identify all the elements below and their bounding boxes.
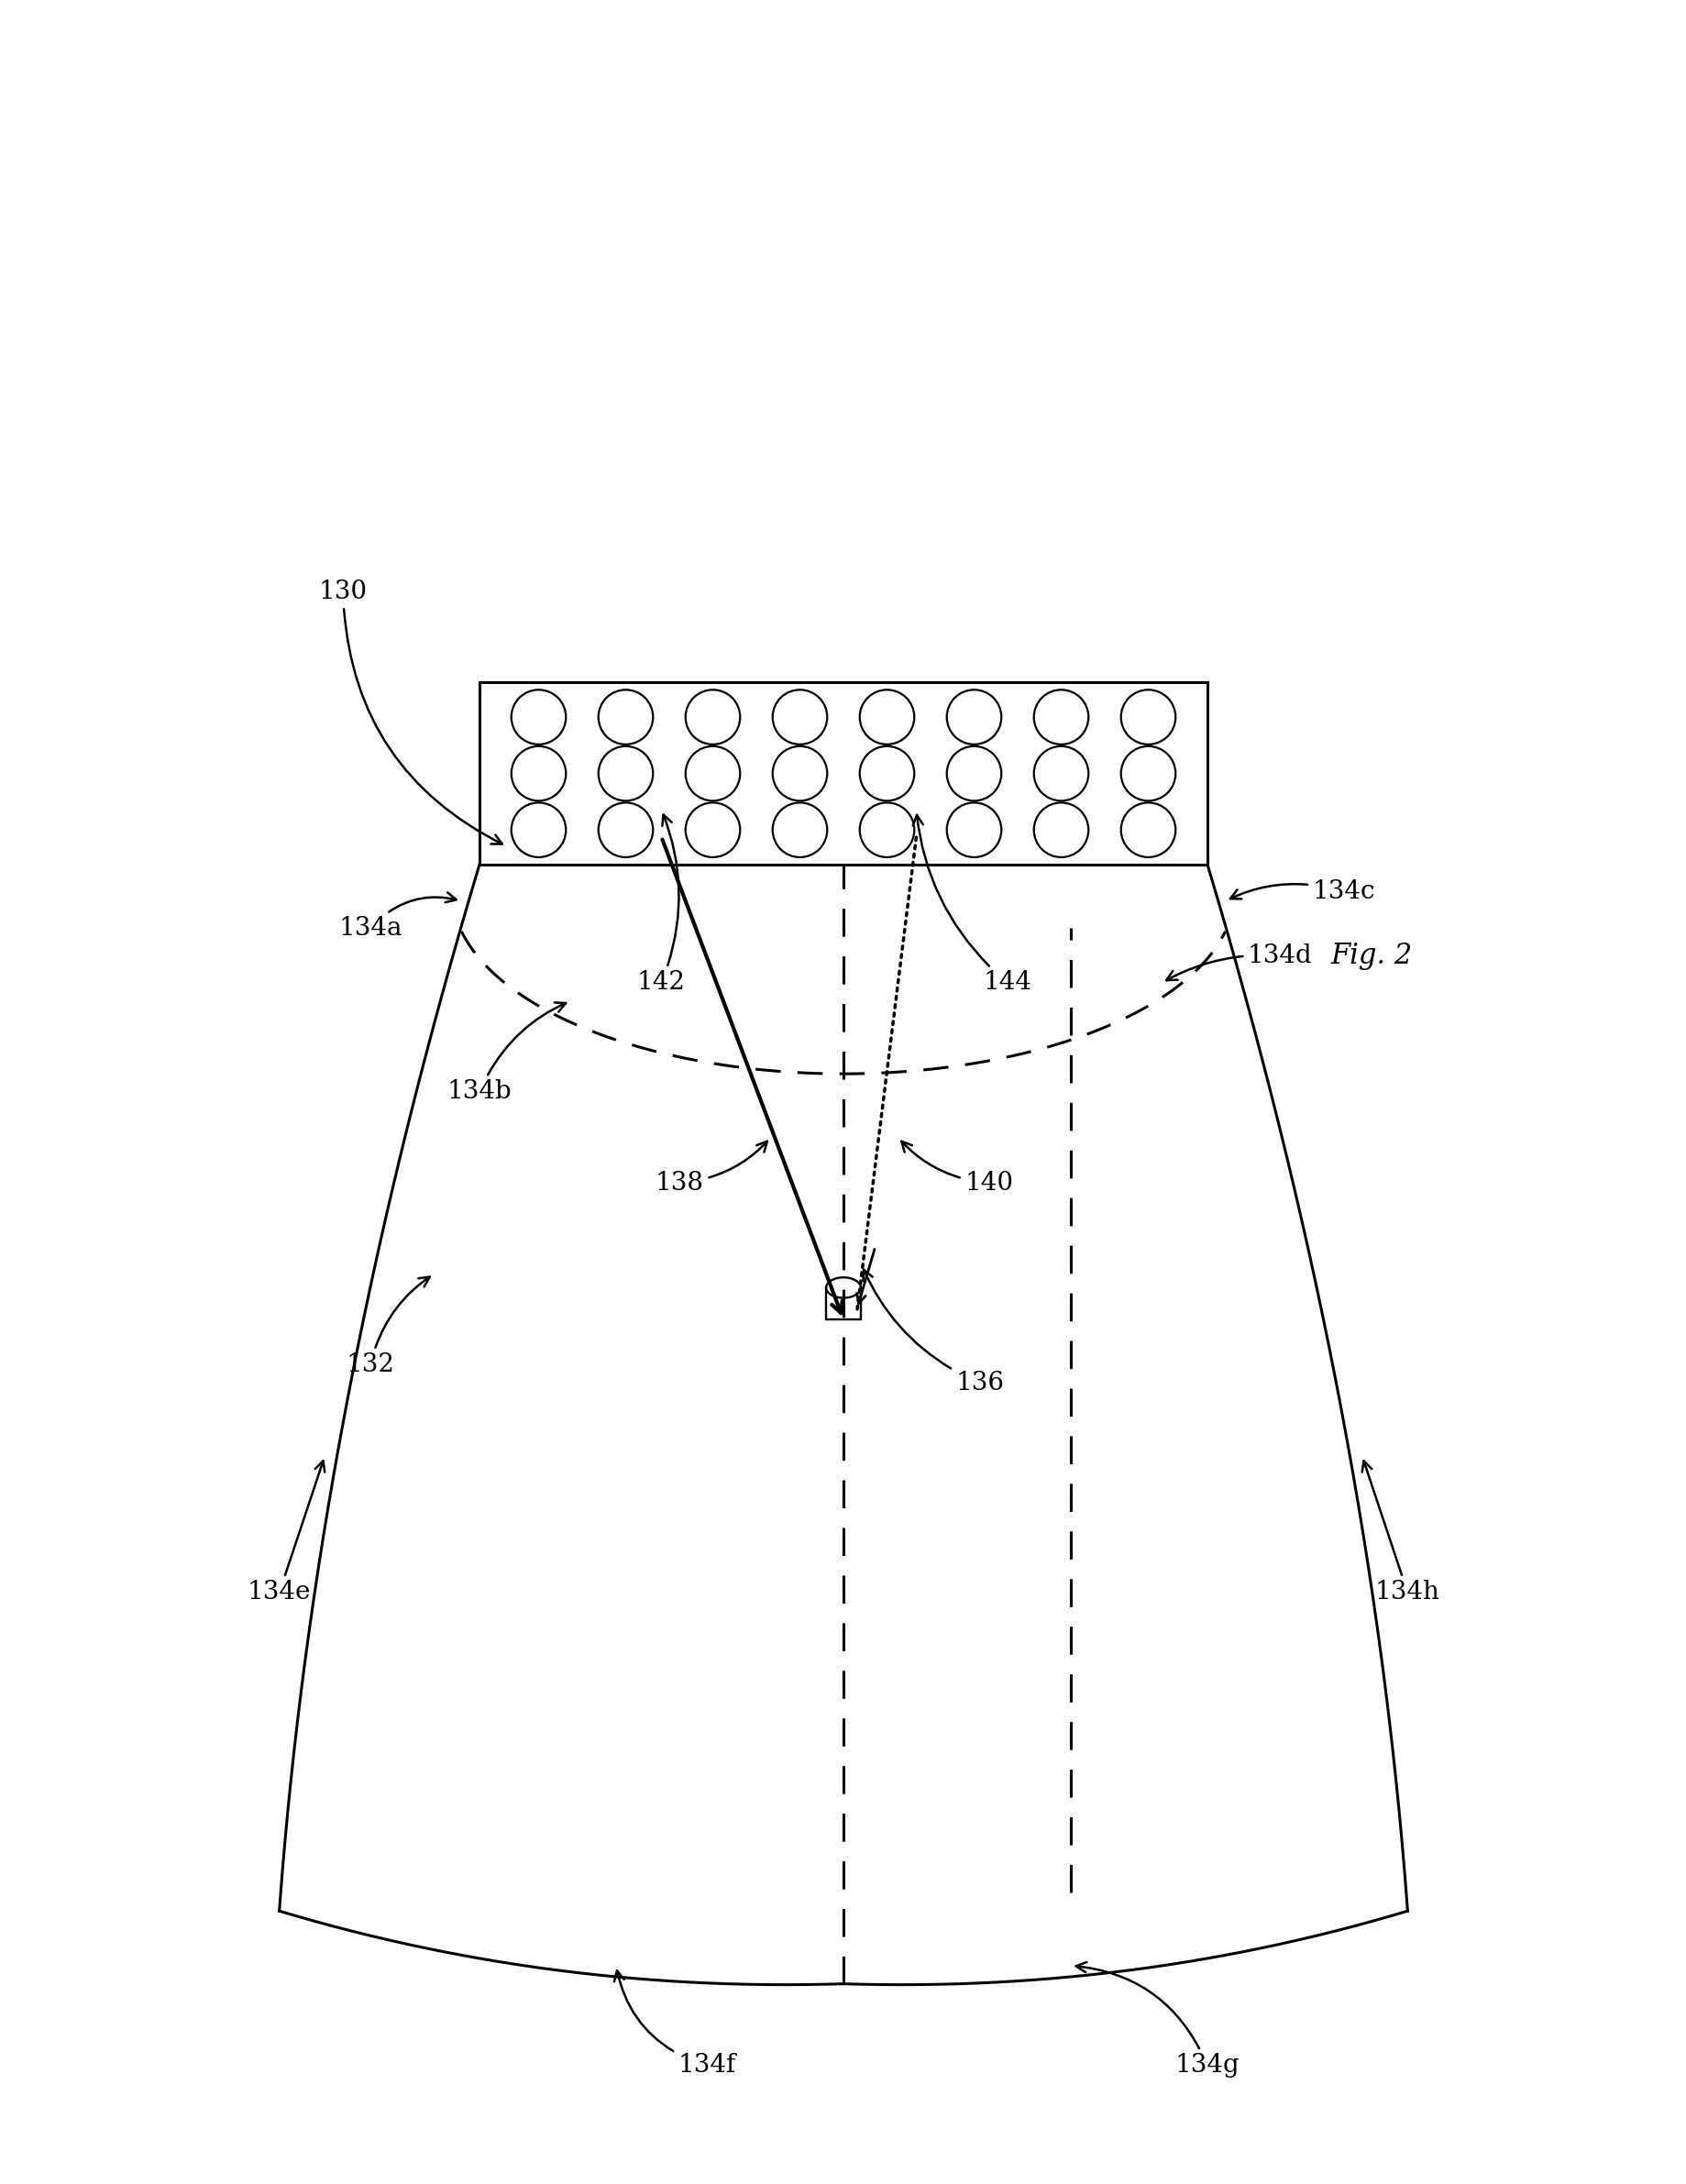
Text: 144: 144 — [912, 815, 1030, 996]
Text: 136: 136 — [863, 1269, 1003, 1396]
Text: 130: 130 — [319, 579, 502, 843]
Text: 134g: 134g — [1076, 1961, 1239, 2079]
Bar — [479, 681, 1207, 865]
Text: 134c: 134c — [1229, 880, 1374, 904]
Text: 142: 142 — [637, 815, 686, 996]
Text: 134h: 134h — [1361, 1461, 1440, 1605]
Text: 134a: 134a — [339, 893, 457, 941]
Text: 138: 138 — [656, 1142, 767, 1195]
Text: 140: 140 — [900, 1142, 1013, 1195]
Text: Fig. 2: Fig. 2 — [1330, 941, 1411, 970]
Text: 134e: 134e — [248, 1461, 325, 1605]
Text: 134f: 134f — [614, 1970, 735, 2079]
Ellipse shape — [826, 1278, 860, 1297]
Text: 132: 132 — [346, 1278, 430, 1378]
Bar — [826, 1289, 860, 1319]
Text: 134b: 134b — [447, 1002, 565, 1105]
Text: 134d: 134d — [1165, 943, 1312, 981]
